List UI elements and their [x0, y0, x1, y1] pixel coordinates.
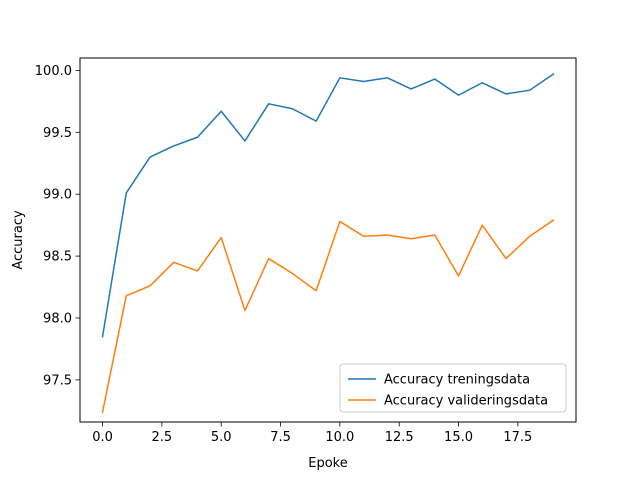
y-axis-title: Accuracy: [11, 210, 26, 270]
x-axis-ticks: 0.0 2.5 5.0 7.5 10.0 12.5 15.0 17.5: [92, 422, 532, 445]
plot-frame: [79, 57, 577, 423]
x-tick-label: 17.5: [503, 430, 532, 445]
y-axis-ticks: 97.5 98.0 98.5 99.0 99.5 100.0: [35, 64, 80, 388]
legend: Accuracy treningsdata Accuracy validering…: [339, 363, 567, 413]
y-tick-label: 97.5: [43, 373, 72, 388]
legend-label-2: Accuracy valideringsdata: [384, 394, 548, 409]
x-tick-label: 15.0: [444, 430, 473, 445]
x-tick-label: 7.5: [270, 430, 291, 445]
legend-box: [339, 363, 567, 413]
series-layer: [101, 73, 555, 413]
y-tick-label: 98.0: [43, 312, 72, 327]
x-tick-label: 12.5: [385, 430, 414, 445]
series-line-1: [101, 73, 555, 338]
y-tick-label: 99.5: [43, 126, 72, 141]
x-tick-label: 10.0: [325, 430, 354, 445]
x-axis-title: Epoke: [308, 456, 347, 471]
x-tick-label: 2.5: [152, 430, 173, 445]
series-line-2: [101, 219, 555, 413]
legend-label-1: Accuracy treningsdata: [384, 373, 530, 388]
y-tick-label: 100.0: [35, 64, 72, 79]
y-tick-label: 99.0: [43, 188, 72, 203]
y-tick-label: 98.5: [43, 250, 72, 265]
x-tick-label: 0.0: [92, 430, 113, 445]
x-tick-label: 5.0: [211, 430, 232, 445]
